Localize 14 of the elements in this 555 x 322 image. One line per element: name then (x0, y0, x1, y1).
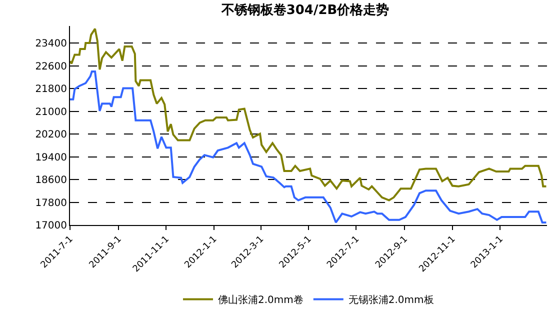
y-tick-label: 20200 (35, 130, 67, 141)
line-series (70, 28, 547, 202)
y-tick-label: 19400 (35, 152, 67, 164)
y-tick-label: 17800 (35, 198, 67, 209)
y-tick-label: 17000 (35, 220, 67, 232)
legend-label: 无锡张浦2.0mm板 (348, 294, 434, 306)
line-series (70, 70, 547, 224)
y-tick-label: 21000 (35, 106, 67, 118)
y-tick-label: 22600 (35, 61, 67, 72)
y-tick-label: 18600 (35, 175, 67, 186)
legend-label: 佛山张浦2.0mm卷 (218, 294, 304, 306)
y-tick-label: 21800 (35, 84, 67, 96)
y-tick-label: 23400 (35, 38, 67, 50)
chart-title: 不锈钢板卷304/2B价格走势 (220, 2, 390, 18)
